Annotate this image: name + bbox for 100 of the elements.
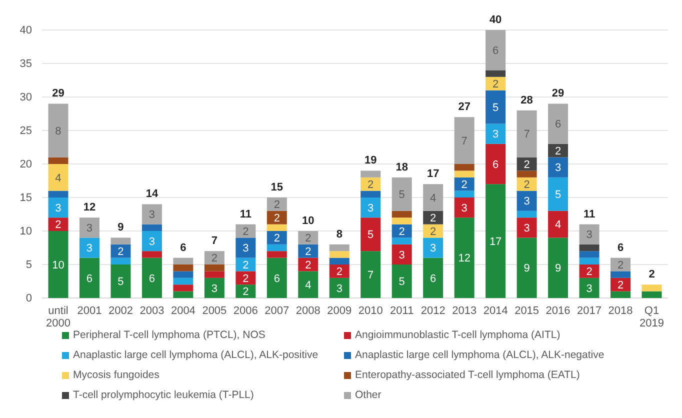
data-label: 3 — [398, 249, 405, 262]
x-tick-label: 2014 — [483, 304, 508, 317]
bar — [486, 184, 506, 298]
total-label: 18 — [396, 161, 408, 174]
data-label: 2 — [586, 266, 592, 278]
data-label: 2 — [55, 219, 62, 232]
bar — [516, 177, 537, 191]
bar — [360, 198, 381, 218]
bar — [454, 170, 474, 178]
data-label: 2 — [305, 246, 312, 258]
bar — [110, 264, 131, 298]
x-tick-label: 2003 — [140, 304, 164, 317]
total-label: 9 — [118, 222, 124, 234]
total-label: 2 — [648, 268, 655, 281]
data-label: 3 — [55, 202, 62, 214]
y-tick-label: 10 — [20, 226, 32, 238]
x-tick-label: 2015 — [514, 304, 540, 317]
bar — [454, 177, 474, 191]
bar — [266, 244, 287, 252]
data-label: 3 — [86, 222, 93, 234]
bar — [486, 124, 506, 144]
bar — [329, 278, 350, 298]
data-label: 2 — [305, 232, 312, 245]
data-label: 3 — [586, 282, 592, 295]
bar — [579, 224, 600, 244]
bar — [48, 231, 68, 298]
bar — [204, 271, 224, 278]
data-label: 4 — [430, 192, 436, 204]
data-label: 2 — [492, 78, 499, 90]
data-label: 3 — [586, 229, 592, 242]
x-tick-label: 2001 — [77, 304, 102, 317]
bar — [266, 231, 287, 244]
data-label: 3 — [242, 242, 249, 255]
bar — [360, 170, 381, 178]
data-label: 3 — [368, 202, 374, 214]
legend-label: Angioimmunoblastic T-cell lymphoma (AITL) — [355, 329, 560, 341]
bar — [548, 104, 568, 144]
data-label: 2 — [336, 266, 342, 278]
bar — [579, 244, 600, 252]
data-label: 12 — [458, 252, 470, 265]
data-label: 5 — [368, 229, 374, 242]
total-label: 6 — [617, 242, 624, 254]
bar — [579, 258, 600, 264]
bar — [79, 238, 100, 258]
bar — [204, 251, 224, 264]
bar — [298, 231, 318, 244]
data-label: 3 — [430, 242, 436, 255]
data-label: 6 — [86, 272, 93, 285]
bar — [329, 244, 350, 252]
bar — [516, 238, 537, 298]
bar — [48, 157, 68, 164]
x-tick-label: 2017 — [577, 304, 602, 317]
bar — [48, 218, 68, 231]
bar — [392, 210, 412, 218]
bar — [454, 198, 474, 218]
data-label: 6 — [554, 118, 562, 131]
data-label: 2 — [274, 212, 280, 224]
bar — [142, 258, 162, 298]
data-label: 10 — [52, 259, 64, 272]
bar — [298, 271, 318, 298]
bar — [329, 258, 350, 264]
bar — [360, 251, 381, 298]
data-label: 7 — [368, 269, 374, 282]
data-label: 3 — [524, 196, 530, 208]
x-tick-label: 2005 — [202, 304, 227, 317]
bar — [548, 238, 568, 298]
total-label: 27 — [458, 101, 470, 114]
data-label: 6 — [430, 272, 436, 285]
y-tick-label: 25 — [20, 125, 32, 138]
legend-label: Enteropathy-associated T-cell lymphoma (EATL) — [355, 369, 580, 381]
bar — [266, 198, 287, 211]
data-label: 2 — [274, 232, 280, 245]
x-tick-label: 2009 — [327, 304, 352, 317]
data-label: 4 — [55, 172, 62, 184]
data-label: 3 — [336, 282, 342, 295]
data-label: 2 — [211, 252, 218, 265]
bar — [516, 170, 537, 178]
x-tick-label: 2002 — [108, 304, 133, 317]
bar — [79, 258, 100, 298]
total-label: 12 — [83, 202, 96, 214]
bar — [266, 210, 287, 224]
data-label: 2 — [524, 158, 530, 171]
data-label: 3 — [148, 209, 156, 222]
bar — [548, 144, 568, 158]
data-label: 3 — [148, 236, 156, 248]
bar — [423, 184, 444, 211]
bar — [454, 218, 474, 298]
bar — [579, 278, 600, 298]
data-label: 3 — [461, 202, 468, 214]
bar — [329, 251, 350, 258]
data-label: 8 — [55, 125, 62, 138]
bar — [298, 244, 318, 258]
bar — [173, 271, 194, 278]
legend-label: Mycosis fungoides — [73, 369, 160, 381]
data-label: 3 — [492, 128, 499, 141]
bar — [360, 218, 381, 252]
bar — [142, 251, 162, 258]
data-label: 2 — [274, 199, 280, 212]
bar — [173, 258, 194, 264]
y-tick-label: 0 — [26, 292, 32, 305]
